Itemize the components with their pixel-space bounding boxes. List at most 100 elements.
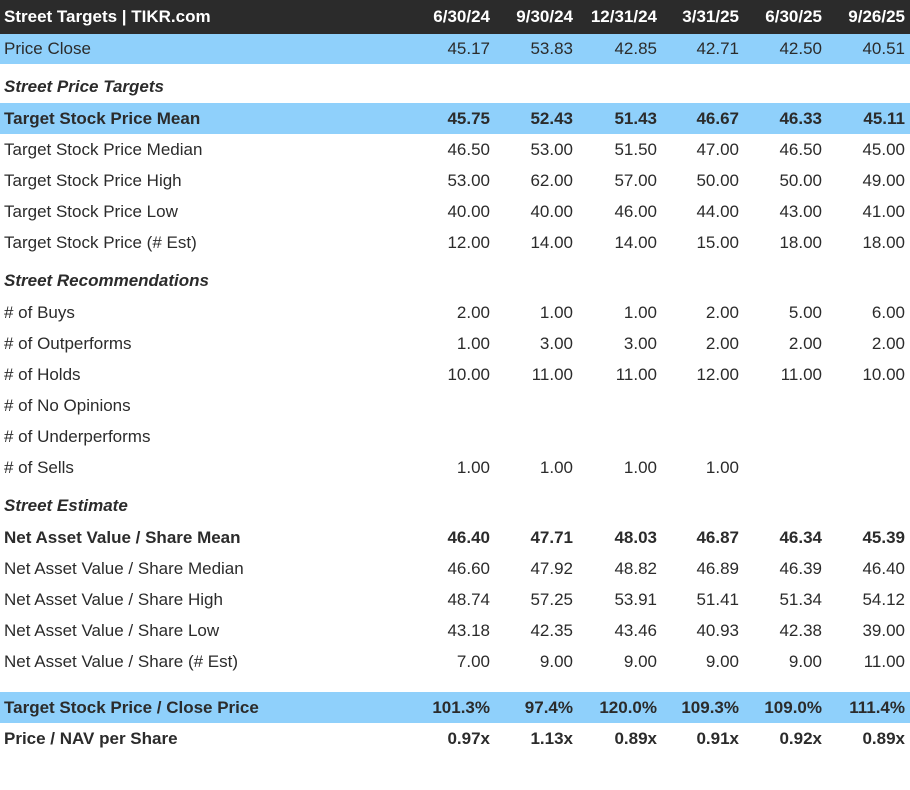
cell-value: 1.13x xyxy=(530,728,573,748)
cell-value xyxy=(827,390,910,421)
cell-value: 15.00 xyxy=(696,232,739,252)
cell-value xyxy=(744,452,827,483)
cell-value: 46.40 xyxy=(447,527,490,547)
cell-value xyxy=(495,390,578,421)
cell-value: 50.00 xyxy=(696,170,739,190)
cell-value: 44.00 xyxy=(696,201,739,221)
section-title: Street Estimate xyxy=(4,495,128,515)
section-heading-row: Street Price Targets xyxy=(0,64,910,103)
row-label: # of Underperforms xyxy=(4,426,151,446)
cell-value: 18.00 xyxy=(862,232,905,252)
row-label: Price / NAV per Share xyxy=(4,728,178,748)
cell-value: 45.75 xyxy=(412,103,495,134)
cell-value: 51.41 xyxy=(696,589,739,609)
cell-value: 42.71 xyxy=(662,34,744,64)
table-header-row: Street Targets | TIKR.com 6/30/24 9/30/2… xyxy=(0,0,910,34)
cell-value: 2.00 xyxy=(788,333,822,353)
cell-value: 46.39 xyxy=(779,558,822,578)
cell-value: 53.00 xyxy=(447,170,490,190)
cell-value xyxy=(578,390,662,421)
cell-value: 12.00 xyxy=(696,364,739,384)
cell-value: 101.3% xyxy=(412,692,495,723)
cell-value: 48.03 xyxy=(614,527,657,547)
row-label: Target Stock Price Mean xyxy=(0,103,412,134)
cell-value: 51.34 xyxy=(779,589,822,609)
cell-value: 46.50 xyxy=(779,139,822,159)
row-label: # of No Opinions xyxy=(4,395,131,415)
cell-value: 46.33 xyxy=(744,103,827,134)
cell-value: 109.0% xyxy=(744,692,827,723)
cell-value: 57.00 xyxy=(614,170,657,190)
cell-value: 48.74 xyxy=(447,589,490,609)
cell-value: 62.00 xyxy=(530,170,573,190)
street-targets-table: Street Targets | TIKR.com 6/30/24 9/30/2… xyxy=(0,0,910,748)
row-label: Target Stock Price (# Est) xyxy=(4,232,197,252)
section-heading-row: Street Estimate xyxy=(0,483,910,522)
cell-value xyxy=(662,421,744,452)
cell-value: 48.82 xyxy=(614,558,657,578)
cell-value: 45.00 xyxy=(862,139,905,159)
cell-value: 43.18 xyxy=(447,620,490,640)
cell-value: 1.00 xyxy=(705,457,739,477)
cell-value: 43.46 xyxy=(614,620,657,640)
cell-value xyxy=(744,421,827,452)
table-row: # of Underperforms xyxy=(0,421,910,452)
cell-value: 47.92 xyxy=(530,558,573,578)
cell-value: 46.87 xyxy=(696,527,739,547)
row-label: Net Asset Value / Share (# Est) xyxy=(4,651,239,671)
row-label: Net Asset Value / Share High xyxy=(4,589,223,609)
cell-value: 41.00 xyxy=(862,201,905,221)
cell-value: 10.00 xyxy=(862,364,905,384)
row-label: # of Holds xyxy=(4,364,81,384)
row-label: Net Asset Value / Share Low xyxy=(4,620,220,640)
table-row: # of Outperforms 1.00 3.00 3.00 2.00 2.0… xyxy=(0,328,910,359)
cell-value: 40.00 xyxy=(447,201,490,221)
cell-value: 46.60 xyxy=(447,558,490,578)
cell-value: 42.85 xyxy=(578,34,662,64)
cell-value: 53.83 xyxy=(495,34,578,64)
row-label: Target Stock Price Median xyxy=(4,139,203,159)
cell-value xyxy=(578,421,662,452)
cell-value: 42.38 xyxy=(779,620,822,640)
cell-value: 46.00 xyxy=(614,201,657,221)
row-label: # of Outperforms xyxy=(4,333,132,353)
cell-value: 45.39 xyxy=(862,527,905,547)
cell-value: 50.00 xyxy=(779,170,822,190)
cell-value: 1.00 xyxy=(456,333,490,353)
cell-value: 53.91 xyxy=(614,589,657,609)
cell-value: 57.25 xyxy=(530,589,573,609)
cell-value: 9.00 xyxy=(623,651,657,671)
row-label: Price Close xyxy=(0,34,412,64)
cell-value: 10.00 xyxy=(447,364,490,384)
cell-value: 12.00 xyxy=(447,232,490,252)
table-row: Net Asset Value / Share Median 46.60 47.… xyxy=(0,553,910,584)
cell-value: 0.89x xyxy=(614,728,657,748)
cell-value: 39.00 xyxy=(862,620,905,640)
row-label: Target Stock Price / Close Price xyxy=(0,692,412,723)
cell-value: 11.00 xyxy=(780,364,822,384)
cell-value: 1.00 xyxy=(623,457,657,477)
table-row-price-close: Price Close 45.17 53.83 42.85 42.71 42.5… xyxy=(0,34,910,64)
cell-value: 42.50 xyxy=(744,34,827,64)
row-label: Net Asset Value / Share Mean xyxy=(4,527,241,547)
cell-value: 2.00 xyxy=(456,302,490,322)
cell-value: 11.00 xyxy=(863,651,905,671)
table-row: Target Stock Price High 53.00 62.00 57.0… xyxy=(0,165,910,196)
cell-value: 46.67 xyxy=(662,103,744,134)
cell-value: 120.0% xyxy=(578,692,662,723)
cell-value: 5.00 xyxy=(788,302,822,322)
cell-value: 111.4% xyxy=(827,692,910,723)
cell-value: 47.71 xyxy=(530,527,573,547)
period-header: 9/26/25 xyxy=(827,0,910,34)
cell-value: 7.00 xyxy=(456,651,490,671)
cell-value: 45.17 xyxy=(412,34,495,64)
cell-value: 46.34 xyxy=(779,527,822,547)
table-row: Target Stock Price Low 40.00 40.00 46.00… xyxy=(0,196,910,227)
table-row: Target Stock Price Median 46.50 53.00 51… xyxy=(0,134,910,165)
table-row: Net Asset Value / Share Mean 46.40 47.71… xyxy=(0,522,910,553)
period-header: 12/31/24 xyxy=(578,0,662,34)
cell-value: 109.3% xyxy=(662,692,744,723)
cell-value: 0.91x xyxy=(696,728,739,748)
cell-value: 2.00 xyxy=(705,302,739,322)
row-label: # of Sells xyxy=(4,457,74,477)
